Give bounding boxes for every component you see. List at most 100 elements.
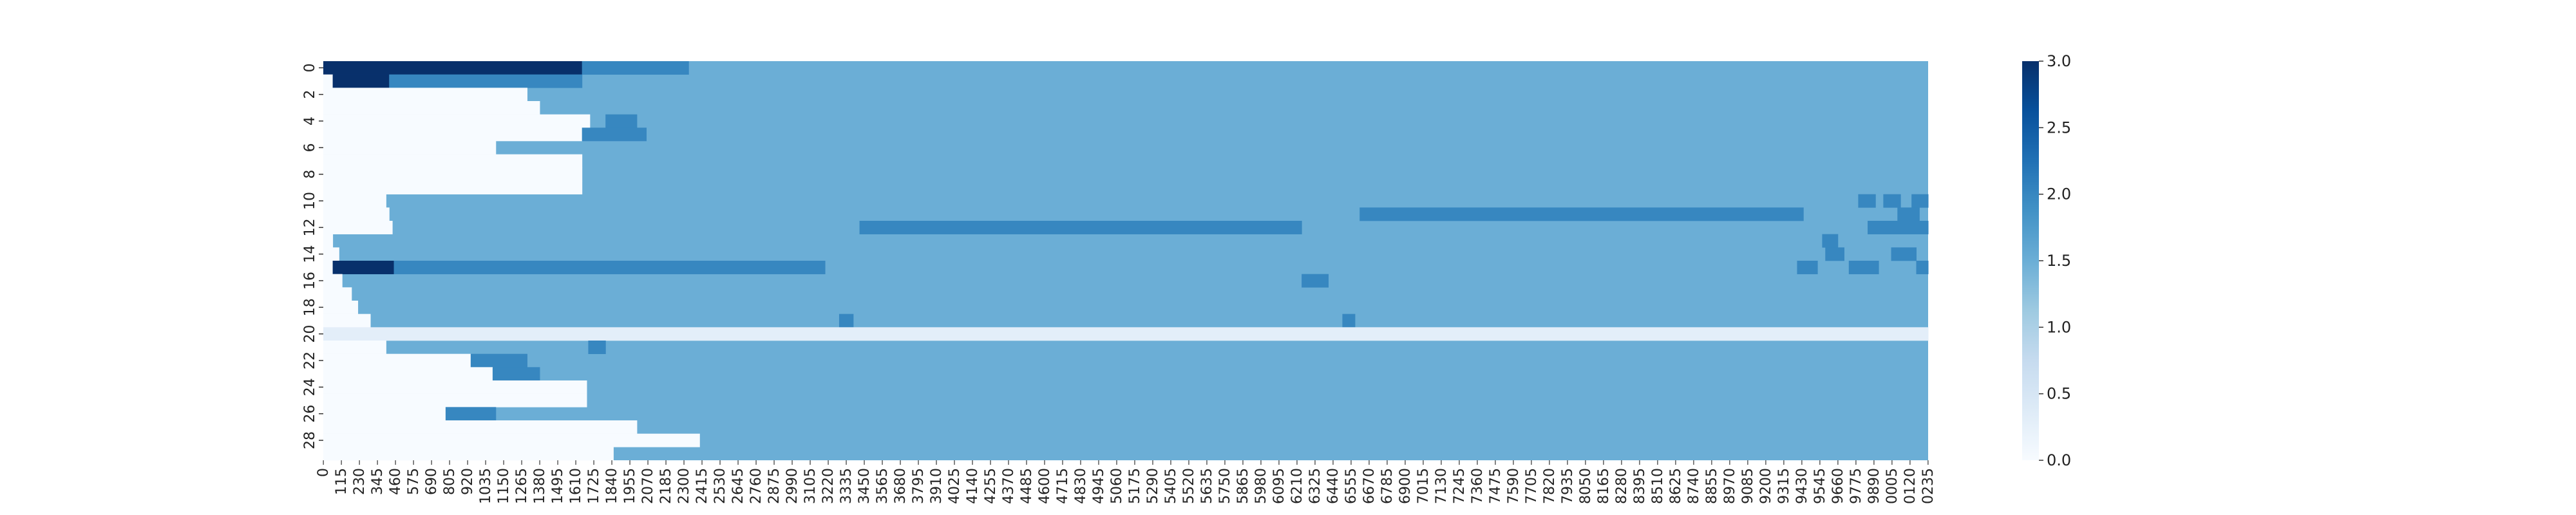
x-tick-label: 8740 bbox=[1686, 468, 1702, 504]
x-tick-label: 4255 bbox=[983, 468, 999, 504]
x-tick-label: 7015 bbox=[1416, 468, 1432, 504]
x-tick-label: 7820 bbox=[1542, 468, 1558, 504]
x-tick-label: 3565 bbox=[875, 468, 891, 504]
heatmap-cell-row-4 bbox=[323, 114, 591, 128]
x-tick-label: 9085 bbox=[1740, 468, 1756, 504]
colorbar bbox=[2022, 61, 2039, 460]
y-tick-label: 6 bbox=[302, 143, 318, 152]
heatmap-cells bbox=[323, 61, 1929, 461]
heatmap-cell-row-24 bbox=[323, 380, 587, 394]
heatmap-cell-row-12 bbox=[859, 221, 1302, 234]
x-tick-label: 8970 bbox=[1722, 468, 1738, 504]
heatmap-cell-row-23 bbox=[492, 367, 540, 381]
heatmap-cell-row-11 bbox=[323, 207, 390, 221]
heatmap-cell-row-10 bbox=[1858, 194, 1876, 208]
x-tick-label: 9545 bbox=[1812, 468, 1828, 504]
x-tick-label: 1265 bbox=[514, 468, 530, 504]
x-tick-label: 2185 bbox=[658, 468, 674, 504]
x-tick-label: 9200 bbox=[1758, 468, 1774, 504]
x-tick-label: 5405 bbox=[1163, 468, 1179, 504]
x-tick-label: 7475 bbox=[1488, 468, 1504, 504]
x-tick-label: 2645 bbox=[730, 468, 746, 504]
x-tick-label: 7705 bbox=[1524, 468, 1540, 504]
heatmap-cell-row-15 bbox=[1848, 261, 1879, 274]
heatmap-cell-row-7 bbox=[323, 154, 583, 168]
x-tick-label: 1840 bbox=[604, 468, 620, 504]
heatmap-cell-row-19 bbox=[323, 314, 371, 328]
colorbar-tick-label: 0.0 bbox=[2047, 451, 2071, 469]
x-tick-label: 2300 bbox=[676, 468, 692, 504]
x-tick-label: 115 bbox=[334, 468, 350, 495]
y-tick-label: 4 bbox=[302, 117, 318, 126]
x-tick-label: 6440 bbox=[1325, 468, 1341, 504]
x-tick-label: 5865 bbox=[1235, 468, 1251, 504]
heatmap-cell-row-18 bbox=[323, 301, 359, 314]
x-tick-label: 4025 bbox=[947, 468, 963, 504]
heatmap-cell-row-6 bbox=[323, 141, 497, 154]
x-tick-label: 6210 bbox=[1289, 468, 1305, 504]
heatmap-cell-row-21 bbox=[588, 341, 606, 354]
x-tick-label: 5175 bbox=[1127, 468, 1143, 504]
x-tick-label: 6555 bbox=[1343, 468, 1359, 504]
heatmap-cell-row-20 bbox=[323, 327, 1929, 341]
heatmap-cell-row-26 bbox=[323, 407, 446, 421]
x-tick-label: 0005 bbox=[1884, 468, 1900, 504]
x-tick-label: 3680 bbox=[893, 468, 909, 504]
x-tick-label: 5750 bbox=[1217, 468, 1233, 504]
x-tick-label: 6095 bbox=[1271, 468, 1287, 504]
heatmap-cell-row-0 bbox=[323, 61, 583, 75]
x-tick-label: 2415 bbox=[694, 468, 710, 504]
heatmap-cell-row-14 bbox=[1891, 247, 1917, 261]
heatmap-cell-row-3 bbox=[323, 101, 540, 115]
x-tick-label: 9430 bbox=[1794, 468, 1810, 504]
y-tick-label: 28 bbox=[302, 431, 318, 449]
x-tick-label: 9315 bbox=[1776, 468, 1792, 504]
x-tick-label: 4715 bbox=[1055, 468, 1071, 504]
heatmap-cell-row-14 bbox=[323, 247, 339, 261]
colorbar-tick-label: 1.0 bbox=[2047, 318, 2071, 336]
x-tick-label: 4485 bbox=[1019, 468, 1035, 504]
x-tick-label: 2530 bbox=[712, 468, 728, 504]
x-tick-label: 2875 bbox=[766, 468, 782, 504]
heatmap-cell-row-11 bbox=[1897, 207, 1920, 221]
heatmap-cell-row-10 bbox=[1883, 194, 1901, 208]
x-tick-label: 0120 bbox=[1902, 468, 1918, 504]
x-tick-label: 4945 bbox=[1091, 468, 1107, 504]
colorbar-tick-label: 1.5 bbox=[2047, 252, 2071, 270]
heatmap-cell-row-19 bbox=[1342, 314, 1356, 328]
heatmap-cell-row-13 bbox=[1822, 234, 1839, 248]
heatmap-cell-row-26 bbox=[445, 407, 497, 421]
x-tick-label: 8395 bbox=[1632, 468, 1648, 504]
y-tick-label: 16 bbox=[302, 272, 318, 290]
heatmap-cell-row-22 bbox=[470, 353, 527, 368]
x-tick-label: 0 bbox=[316, 468, 332, 477]
colorbar-tick-label: 0.5 bbox=[2047, 385, 2071, 403]
x-tick-label: 8510 bbox=[1650, 468, 1666, 504]
x-tick-label: 575 bbox=[406, 468, 422, 495]
x-tick-label: 1035 bbox=[478, 468, 494, 504]
x-tick-label: 5520 bbox=[1181, 468, 1197, 504]
y-tick-label: 24 bbox=[302, 378, 318, 396]
x-tick-label: 5980 bbox=[1253, 468, 1269, 504]
heatmap-cell-row-4 bbox=[605, 114, 638, 128]
heatmap-cell-row-10 bbox=[323, 194, 386, 208]
heatmap-cell-row-19 bbox=[838, 314, 854, 328]
heatmap-cell-row-15 bbox=[1797, 261, 1818, 274]
heatmap-cell-row-0 bbox=[582, 61, 689, 75]
heatmap-cell-row-28 bbox=[323, 433, 700, 447]
heatmap-cell-row-8 bbox=[323, 167, 583, 182]
x-tick-label: 3450 bbox=[857, 468, 873, 504]
heatmap-cell-row-27 bbox=[323, 420, 638, 434]
heatmap-cell-row-12 bbox=[1868, 221, 1929, 234]
y-tick-label: 2 bbox=[302, 90, 318, 99]
x-tick-label: 6900 bbox=[1397, 468, 1414, 504]
heatmap-cell-row-2 bbox=[323, 88, 527, 102]
x-tick-label: 5060 bbox=[1109, 468, 1125, 504]
heatmap-cell-row-10 bbox=[1911, 194, 1929, 208]
x-tick-label: 2070 bbox=[640, 468, 656, 504]
x-tick-label: 7935 bbox=[1560, 468, 1576, 504]
x-tick-label: 1725 bbox=[586, 468, 602, 504]
heatmap-cell-row-9 bbox=[323, 181, 583, 194]
